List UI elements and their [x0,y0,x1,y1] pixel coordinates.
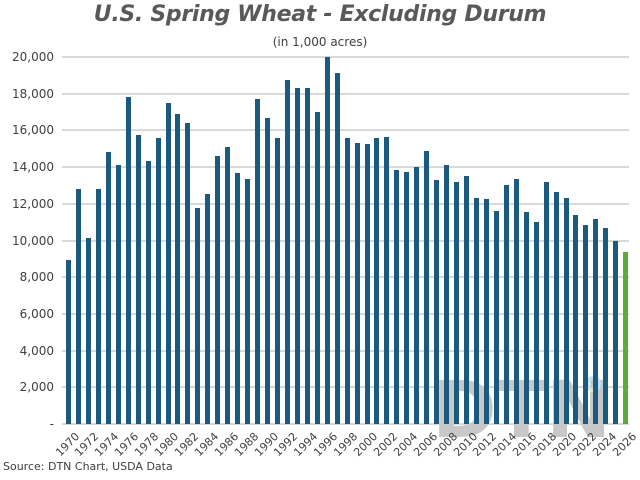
y-tick-label: 12,000 [12,196,54,211]
bar-2022 [583,225,589,424]
y-tick-label: - [49,417,54,431]
bar-2021 [573,214,579,424]
gridline [62,129,629,132]
bar-1990 [265,117,270,424]
bar-1992 [284,80,290,424]
y-tick-label: 6,000 [19,306,54,321]
bar-2003 [394,170,400,424]
bar-1975 [115,165,121,424]
bar-1987 [235,173,241,424]
bar-1985 [215,156,221,424]
bar-1998 [344,138,350,424]
bar-1978 [145,161,151,424]
bar-2016 [523,212,529,424]
bar-2007 [434,180,440,424]
bar-2024 [603,228,609,424]
bar-1997 [334,72,340,424]
bar-2001 [374,138,380,424]
bar-2008 [444,165,450,424]
bar-2020 [563,198,569,424]
bar-2025 [613,240,619,424]
bar-1979 [155,137,161,424]
bar-1980 [165,103,171,424]
bar-1973 [95,189,101,424]
bar-1984 [205,194,211,424]
bar-2017 [533,221,539,424]
bar-2026 [623,251,629,424]
bar-1977 [135,134,141,424]
y-tick-label: 10,000 [12,233,54,248]
bar-2023 [593,218,599,424]
gridline [62,56,629,58]
bar-1971 [75,189,81,424]
bar-1989 [255,98,261,424]
chart-subtitle: (in 1,000 acres) [272,35,368,49]
bar-2006 [424,150,430,424]
bar-1983 [195,208,201,424]
y-tick-label: 2,000 [19,380,54,395]
bar-1972 [85,238,91,424]
y-tick-label: 14,000 [12,160,54,175]
bar-2013 [493,211,499,424]
dtn-watermark: DTN [432,366,611,456]
bar-1970 [66,259,71,424]
bar-2009 [454,181,460,424]
bar-1994 [304,87,310,424]
bar-1993 [294,87,300,424]
bar-1996 [324,56,330,424]
gridline [62,92,629,95]
bar-1991 [274,137,280,424]
y-tick-label: 4,000 [19,343,54,358]
bar-2010 [464,176,469,424]
gridline [62,423,629,425]
bar-1986 [225,146,231,424]
y-tick-label: 8,000 [19,270,54,285]
bar-2019 [553,191,559,424]
bar-1974 [105,151,111,424]
bar-1999 [354,142,360,424]
y-tick-label: 20,000 [12,50,54,64]
bar-1976 [125,97,131,424]
chart-title: U.S. Spring Wheat - Excluding Durum [93,2,547,27]
bar-2014 [503,185,509,424]
bar-2018 [543,181,549,424]
bar-2012 [483,199,489,424]
bar-1995 [314,112,320,424]
bar-2011 [473,197,479,424]
bar-2015 [513,179,519,424]
bar-2004 [404,171,410,424]
y-tick-label: 18,000 [12,86,54,101]
bar-1982 [185,122,191,424]
bar-2002 [384,137,390,424]
source-note: Source: DTN Chart, USDA Data [3,460,173,473]
bar-1981 [175,113,181,424]
bar-1988 [245,178,251,424]
y-tick-label: 16,000 [12,123,54,138]
bar-2000 [364,143,370,424]
bar-2005 [414,166,420,424]
